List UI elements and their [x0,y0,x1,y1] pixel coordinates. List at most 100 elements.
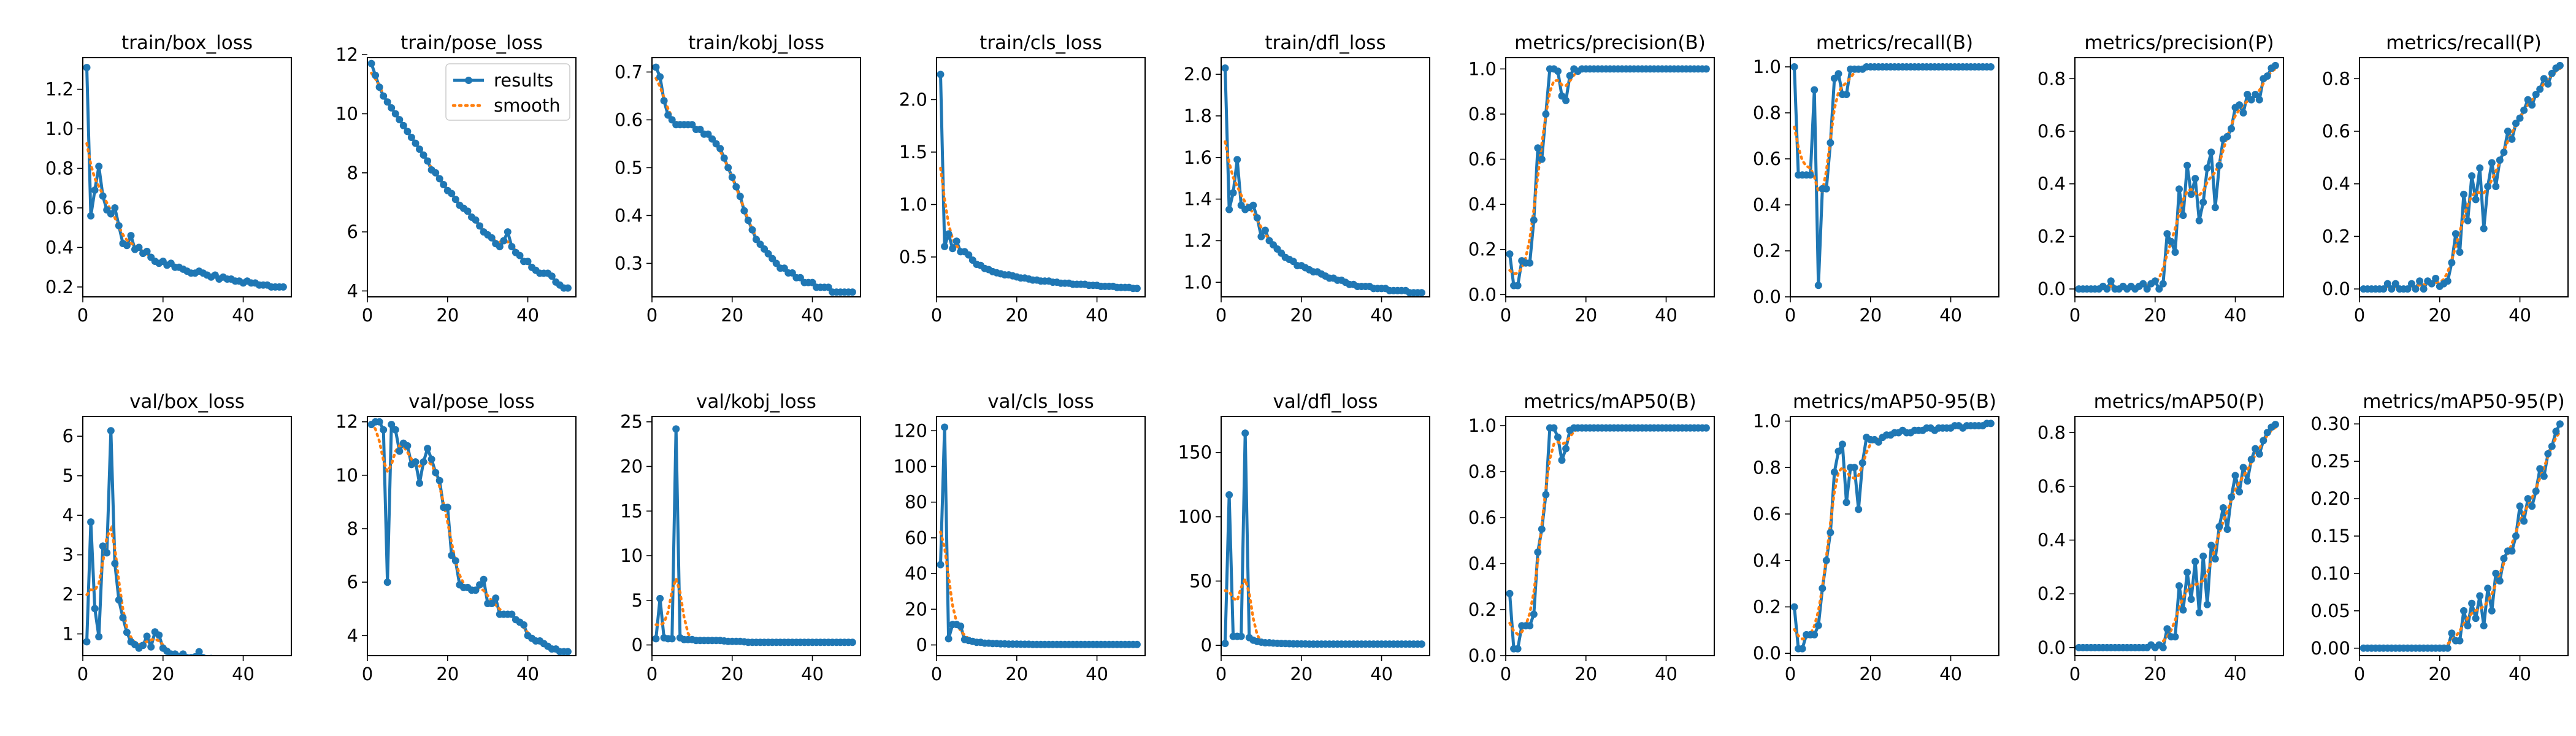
data-point [1811,86,1819,94]
x-tick-label: 0 [1785,305,1796,326]
y-tick-label: 0.6 [2037,476,2066,497]
axes-frame [936,416,1146,656]
axes-frame [2359,57,2569,297]
data-point [1542,110,1550,118]
data-point [243,656,251,663]
data-point [115,222,123,229]
y-tick-label: 100 [894,456,927,477]
subplot-title: metrics/precision(P) [2084,32,2274,54]
data-point [432,469,440,477]
axes-frame [651,57,861,297]
legend-results-marker [465,77,472,84]
data-point [2464,622,2472,630]
data-point [2207,542,2215,550]
data-point [2428,280,2436,288]
data-point [195,648,203,656]
data-point [383,578,391,586]
data-point [965,251,973,259]
data-point [2163,625,2171,633]
axes-frame [1221,416,1430,656]
data-point [2512,532,2520,540]
x-tick-label: 40 [1086,664,1108,684]
x-tick-label: 40 [232,305,255,326]
data-point [451,196,459,204]
y-tick-label: 40 [905,563,927,584]
y-tick-label: 1.5 [899,142,927,163]
data-point [2540,472,2548,480]
results-line [939,426,1137,646]
data-point [548,272,556,280]
y-tick-label: 0.2 [45,277,74,297]
subplot-metrics-map50-95-p: metrics/mAP50-95(P) 0 20 40 0.00 0.05 0.10 0.15… [2310,391,2569,684]
data-point [2179,212,2187,220]
x-tick-label: 20 [1574,305,1597,326]
legend-smooth-label: smooth [494,95,561,116]
data-point [2508,135,2516,143]
data-point [256,656,263,664]
y-tick-label: 1.6 [1184,147,1212,168]
data-point [1790,603,1798,611]
data-point [2219,504,2227,512]
data-point [937,561,945,569]
data-point [2488,607,2496,615]
data-point [2520,106,2528,114]
subplot-train-box-loss: train/box_loss 0 20 40 0.2 0.4 0.6 0.8 1.0 1.2 [45,32,292,326]
y-tick-label: 6 [63,426,74,447]
y-tick-label: 0.8 [2322,68,2350,89]
data-point [1834,447,1842,455]
data-point [83,638,91,646]
data-point [111,204,119,212]
data-point [2524,495,2532,503]
data-point [957,623,965,630]
data-point [472,586,480,594]
data-point [736,193,744,201]
y-tick-label: 10 [335,103,358,124]
data-point [234,655,237,656]
smooth-line [2077,67,2277,291]
data-point [264,656,271,664]
data-point [259,656,267,664]
data-point [2263,72,2271,80]
data-point [2271,61,2279,69]
data-point [520,621,527,629]
data-point [2476,164,2484,172]
data-point [248,656,255,663]
legend-results-label: results [494,70,553,91]
data-point [728,174,736,181]
axes-frame [367,57,577,297]
axes-frame [2359,416,2569,656]
x-tick-label: 20 [151,664,174,684]
data-point [91,605,99,613]
y-tick-label: 0.2 [1468,239,1497,260]
results-line [2363,423,2562,650]
x-tick-label: 20 [2428,664,2451,684]
axes-frame [82,416,292,656]
y-tick-label: 0.8 [2037,68,2066,89]
data-point [2460,190,2467,198]
y-tick-label: 1.0 [1753,56,1781,77]
y-tick-label: 0.8 [1753,102,1781,123]
x-tick-label: 0 [1500,305,1511,326]
data-point [2255,450,2263,458]
y-tick-label: 5 [632,590,643,611]
x-tick-label: 0 [2354,305,2365,326]
data-point [2420,285,2428,293]
subplot-title: val/box_loss [129,391,245,413]
x-tick-label: 0 [646,664,657,684]
data-point [1534,548,1542,556]
x-tick-label: 40 [2224,664,2247,684]
data-point [2239,464,2247,472]
data-point [472,216,480,224]
results-line [2079,64,2277,291]
subplot-title: train/pose_loss [401,32,543,54]
axes-frame [367,416,577,656]
axes-frame [2074,416,2284,656]
results-line [1508,67,1706,288]
x-tick-label: 20 [1859,664,1882,684]
data-point [2228,493,2235,501]
y-tick-label: 4 [347,280,358,301]
y-tick-label: 0.3 [615,253,643,274]
x-tick-label: 0 [2354,664,2365,684]
data-point [107,427,115,435]
